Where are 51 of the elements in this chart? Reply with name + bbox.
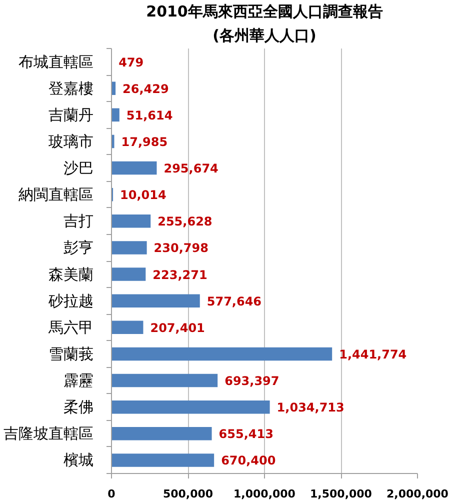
bar <box>112 108 120 122</box>
chart-subtitle: (各州華人人口) <box>212 26 316 44</box>
y-tick-label: 沙巴 <box>64 159 94 178</box>
y-tick-label: 登嘉樓 <box>48 79 94 98</box>
x-tick-label: 2,000,000 <box>386 488 449 500</box>
bar <box>112 214 151 228</box>
y-tick-label: 布城直轄區 <box>18 52 94 71</box>
y-tick-label: 雪蘭莪 <box>48 344 94 363</box>
data-label: 479 <box>118 55 144 70</box>
y-tick-label: 吉隆坡直轄區 <box>4 424 94 443</box>
y-tick-label: 檳城 <box>64 451 94 470</box>
data-label: 223,271 <box>152 268 208 282</box>
x-tick-label: 500,000 <box>162 488 214 500</box>
data-label: 255,628 <box>158 214 212 229</box>
bar <box>112 161 157 175</box>
bar <box>112 268 146 281</box>
data-label: 1,441,774 <box>339 347 407 362</box>
bar <box>112 241 147 254</box>
x-tick-label: 1,000,000 <box>234 488 296 500</box>
data-label: 230,798 <box>154 241 208 256</box>
data-label: 295,674 <box>164 162 218 176</box>
x-tick-label: 1,500,000 <box>310 488 372 500</box>
y-tick-label: 彭亨 <box>64 238 94 257</box>
y-tick-label: 馬六甲 <box>48 318 94 336</box>
data-label: 26,429 <box>122 82 169 96</box>
bar <box>112 294 200 308</box>
bar <box>112 427 212 440</box>
bar <box>112 320 144 334</box>
data-label: 670,400 <box>221 454 276 468</box>
x-tick-label: 0 <box>108 488 116 500</box>
y-tick-label: 柔佛 <box>64 398 94 416</box>
data-label: 17,985 <box>121 134 168 149</box>
chart-title: 2010年馬來西亞全國人口調查報告 <box>146 2 383 20</box>
data-label: 693,397 <box>224 374 280 388</box>
y-tick-label: 納閩直轄區 <box>18 186 94 204</box>
y-tick-label: 森美蘭 <box>48 265 94 284</box>
y-tick-label: 砂拉越 <box>48 292 94 310</box>
y-tick-label: 吉打 <box>64 212 94 230</box>
data-label: 207,401 <box>150 320 205 335</box>
data-label: 1,034,713 <box>276 400 344 415</box>
y-tick-label: 霹靂 <box>64 372 94 390</box>
data-label: 51,614 <box>126 108 173 122</box>
data-label: 655,413 <box>218 427 274 442</box>
bar <box>112 454 214 467</box>
bar <box>112 374 218 388</box>
bar <box>112 400 270 414</box>
data-label: 10,014 <box>120 188 166 202</box>
y-tick-label: 吉蘭丹 <box>48 106 94 124</box>
bar <box>112 347 332 361</box>
y-tick-label: 玻璃市 <box>48 132 94 150</box>
data-label: 577,646 <box>206 294 262 308</box>
